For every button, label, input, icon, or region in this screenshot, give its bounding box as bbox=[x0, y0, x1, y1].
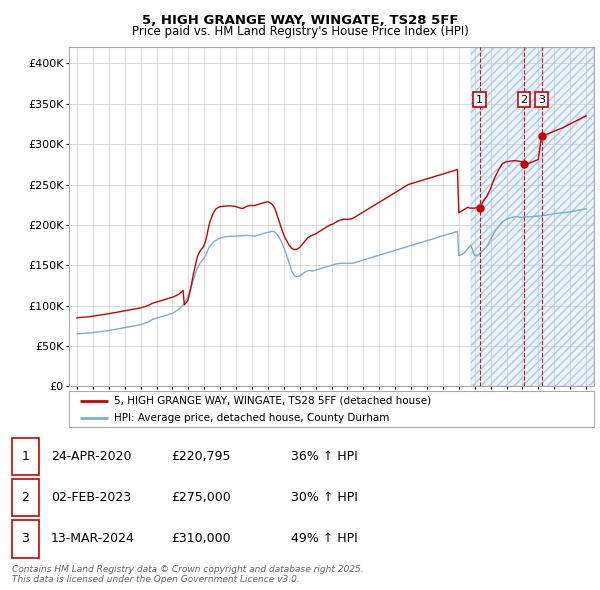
Text: 49% ↑ HPI: 49% ↑ HPI bbox=[291, 532, 358, 546]
Text: £275,000: £275,000 bbox=[171, 491, 231, 504]
Text: 1: 1 bbox=[476, 95, 483, 104]
Text: 13-MAR-2024: 13-MAR-2024 bbox=[51, 532, 135, 546]
Text: 2: 2 bbox=[22, 491, 29, 504]
Text: 5, HIGH GRANGE WAY, WINGATE, TS28 5FF: 5, HIGH GRANGE WAY, WINGATE, TS28 5FF bbox=[142, 14, 458, 27]
Bar bbox=[471, 47, 594, 386]
Text: Price paid vs. HM Land Registry's House Price Index (HPI): Price paid vs. HM Land Registry's House … bbox=[131, 25, 469, 38]
Bar bbox=[471, 47, 594, 386]
Text: 5, HIGH GRANGE WAY, WINGATE, TS28 5FF (detached house): 5, HIGH GRANGE WAY, WINGATE, TS28 5FF (d… bbox=[113, 396, 431, 406]
Text: 36% ↑ HPI: 36% ↑ HPI bbox=[291, 450, 358, 463]
Text: 2: 2 bbox=[520, 95, 527, 104]
Text: HPI: Average price, detached house, County Durham: HPI: Average price, detached house, Coun… bbox=[113, 413, 389, 423]
Text: 3: 3 bbox=[22, 532, 29, 546]
Text: 02-FEB-2023: 02-FEB-2023 bbox=[51, 491, 131, 504]
Text: 30% ↑ HPI: 30% ↑ HPI bbox=[291, 491, 358, 504]
Text: £310,000: £310,000 bbox=[171, 532, 230, 546]
Text: 3: 3 bbox=[538, 95, 545, 104]
Text: 24-APR-2020: 24-APR-2020 bbox=[51, 450, 131, 463]
FancyBboxPatch shape bbox=[69, 391, 594, 427]
Text: Contains HM Land Registry data © Crown copyright and database right 2025.
This d: Contains HM Land Registry data © Crown c… bbox=[12, 565, 364, 584]
Text: 1: 1 bbox=[22, 450, 29, 463]
Text: £220,795: £220,795 bbox=[171, 450, 230, 463]
